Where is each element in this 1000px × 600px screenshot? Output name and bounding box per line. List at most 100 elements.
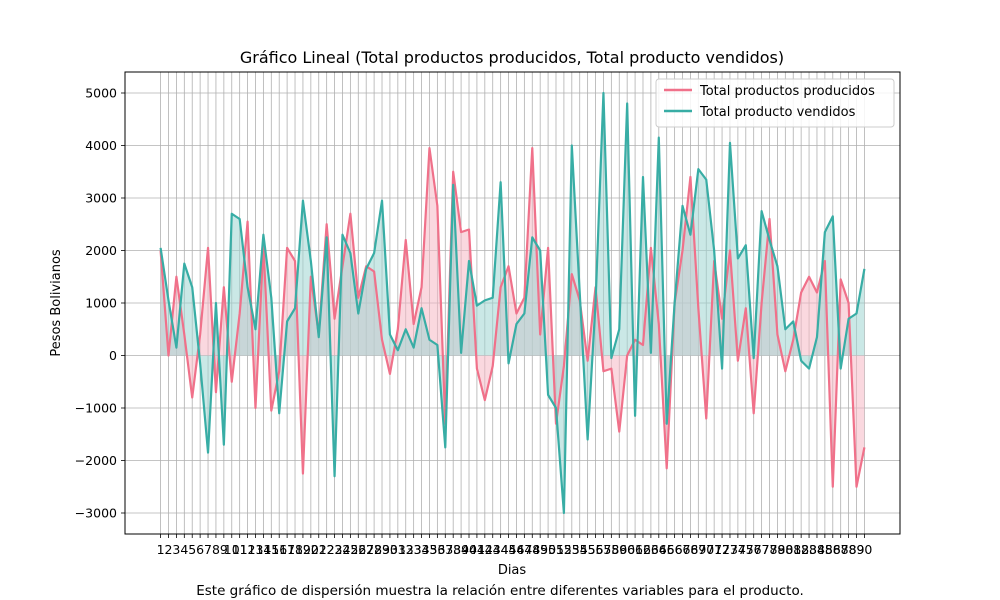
x-tick-label: 64 [651, 542, 667, 557]
y-tick-label: 5000 [85, 86, 117, 101]
x-tick-label: 12 [240, 542, 256, 557]
x-tick-label: 17 [279, 542, 295, 557]
x-tick-label: 37 [437, 542, 453, 557]
series-line-0 [159, 147, 866, 488]
x-tick-label: 86 [825, 542, 841, 557]
x-tick-label: 69 [690, 542, 706, 557]
y-tick-label: 2000 [85, 243, 117, 258]
chart-caption: Este gráfico de dispersión muestra la re… [196, 583, 804, 599]
x-tick-label: 26 [350, 542, 366, 557]
x-tick-label: 20 [303, 542, 319, 557]
x-tick-label: 65 [659, 542, 675, 557]
x-tick-label: 27 [358, 542, 374, 557]
y-tick-label: 1000 [85, 296, 117, 311]
x-tick-label: 79 [769, 542, 785, 557]
x-tick-label: 70 [698, 542, 714, 557]
x-tick-label: 45 [501, 542, 517, 557]
y-tick-label: 4000 [85, 138, 117, 153]
x-tick-label: 4 [180, 542, 188, 557]
x-tick-label: 43 [485, 542, 501, 557]
x-tick-label: 6 [196, 542, 204, 557]
x-tick-label: 82 [793, 542, 809, 557]
x-tick-label: 62 [635, 542, 651, 557]
y-tick-label: −1000 [75, 401, 117, 416]
y-axis-ticks: −3000 −2000 −1000 0 1000 2000 3000 4000 5000 [75, 86, 125, 521]
x-axis-label: Dias [498, 563, 527, 578]
x-tick-label: 75 [738, 542, 754, 557]
x-tick-label: 74 [730, 542, 746, 557]
x-tick-label: 24 [335, 542, 351, 557]
x-tick-label: 42 [477, 542, 493, 557]
x-tick-label: 5 [188, 542, 196, 557]
x-tick-label: 51 [548, 542, 564, 557]
x-tick-label: 18 [287, 542, 303, 557]
x-tick-label: 14 [255, 542, 271, 557]
x-tick-label: 40 [461, 542, 477, 557]
x-tick-label: 47 [516, 542, 532, 557]
x-tick-label: 67 [675, 542, 691, 557]
x-tick-label: 38 [445, 542, 461, 557]
x-tick-label: 33 [406, 542, 422, 557]
x-tick-label: 16 [271, 542, 287, 557]
x-tick-label: 23 [327, 542, 343, 557]
x-tick-label: 61 [627, 542, 643, 557]
x-tick-label: 13 [248, 542, 264, 557]
x-tick-label: 77 [754, 542, 770, 557]
x-tick-label: 48 [524, 542, 540, 557]
x-tick-label: 28 [366, 542, 382, 557]
x-tick-label: 83 [801, 542, 817, 557]
x-tick-label: 66 [667, 542, 683, 557]
x-tick-label: 41 [469, 542, 485, 557]
x-tick-label: 81 [785, 542, 801, 557]
x-tick-label: 9 [220, 542, 228, 557]
x-tick-label: 32 [398, 542, 414, 557]
x-tick-label: 72 [714, 542, 730, 557]
x-tick-label: 7 [204, 542, 212, 557]
x-tick-label: 15 [263, 542, 279, 557]
series-lines [159, 91, 866, 515]
x-tick-label: 21 [311, 542, 327, 557]
x-tick-label: 87 [833, 542, 849, 557]
x-tick-label: 44 [493, 542, 509, 557]
x-tick-label: 30 [382, 542, 398, 557]
x-tick-label: 57 [595, 542, 611, 557]
x-tick-label: 63 [643, 542, 659, 557]
x-tick-label: 68 [682, 542, 698, 557]
x-tick-label: 80 [777, 542, 793, 557]
x-tick-label: 78 [762, 542, 778, 557]
y-tick-label: 3000 [85, 191, 117, 206]
x-tick-label: 8 [212, 542, 220, 557]
x-tick-label: 19 [295, 542, 311, 557]
chart-title: Gráfico Lineal (Total productos producid… [240, 48, 784, 67]
x-tick-label: 35 [422, 542, 438, 557]
x-axis-ticks: 1 2 3 4 5 6 7 8 91011121314151617181920212223242… [157, 534, 872, 557]
x-tick-label: 25 [342, 542, 358, 557]
x-tick-label: 84 [809, 542, 825, 557]
x-tick-label: 59 [611, 542, 627, 557]
x-tick-label: 55 [580, 542, 596, 557]
series-line-1 [159, 91, 866, 515]
x-tick-label: 90 [856, 542, 872, 557]
legend: Total productos producidos Total product… [655, 78, 895, 128]
x-tick-label: 52 [556, 542, 572, 557]
legend-label-vendidos: Total producto vendidos [699, 105, 856, 120]
x-tick-label: 56 [588, 542, 604, 557]
x-tick-label: 39 [453, 542, 469, 557]
x-tick-label: 36 [429, 542, 445, 557]
x-tick-label: 1 [157, 542, 165, 557]
x-tick-label: 10 [224, 542, 240, 557]
x-tick-label: 58 [603, 542, 619, 557]
x-tick-label: 22 [319, 542, 335, 557]
x-tick-label: 88 [841, 542, 857, 557]
x-tick-label: 29 [374, 542, 390, 557]
x-tick-label: 46 [509, 542, 525, 557]
x-tick-label: 53 [564, 542, 580, 557]
x-tick-label: 76 [746, 542, 762, 557]
x-tick-label: 73 [722, 542, 738, 557]
x-tick-label: 50 [540, 542, 556, 557]
x-tick-label: 54 [572, 542, 588, 557]
y-tick-label: −2000 [75, 453, 117, 468]
y-axis-label: Pesos Bolivianos [49, 249, 64, 357]
legend-label-producidos: Total productos producidos [699, 84, 875, 99]
